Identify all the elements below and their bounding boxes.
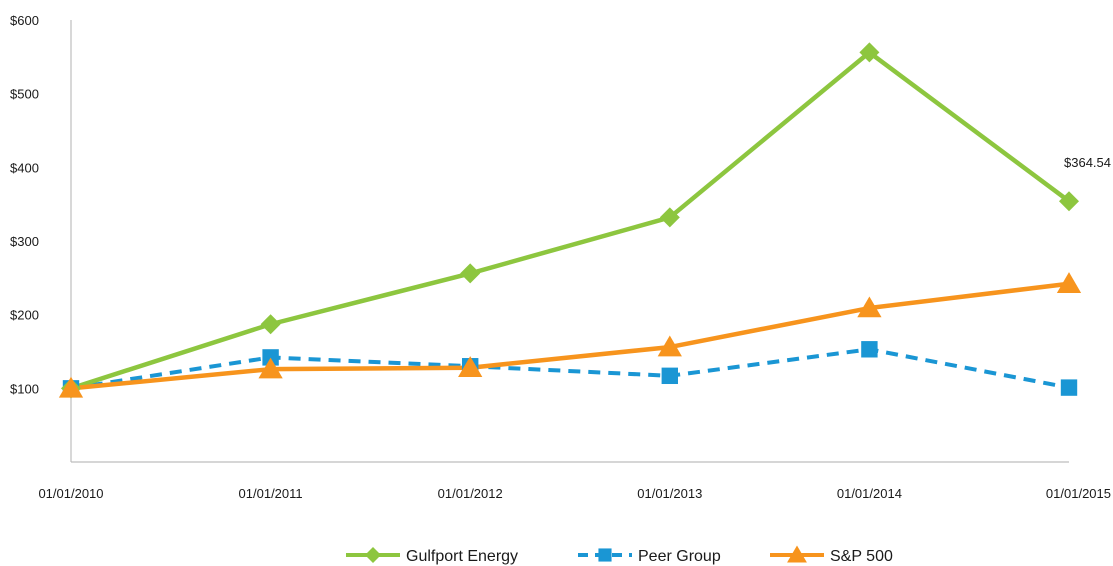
gulfport-energy-point — [659, 207, 680, 228]
legend-label: S&P 500 — [830, 548, 893, 565]
legend: Gulfport Energy Peer Group S&P 500 — [346, 545, 893, 565]
peer-group-point — [861, 341, 878, 358]
x-tick-label: 01/01/2014 — [837, 486, 902, 501]
sandp-500-point — [258, 357, 283, 379]
legend-marker — [598, 548, 612, 562]
y-tick-label: $200 — [10, 308, 39, 323]
legend-label: Peer Group — [638, 548, 721, 565]
legend-item-gulfport-energy: Gulfport Energy — [346, 547, 518, 565]
legend-marker — [365, 547, 381, 563]
x-tick-label: 01/01/2012 — [438, 486, 503, 501]
legend-label: Gulfport Energy — [406, 548, 518, 565]
sandp-500-point — [657, 335, 682, 357]
gulfport-energy-point — [260, 314, 281, 335]
y-tick-label: $100 — [10, 381, 39, 396]
sandp-500-line — [70, 281, 1070, 391]
series-markers — [58, 42, 1082, 399]
x-tick-label: 01/01/2011 — [239, 486, 303, 501]
x-tick-label: 01/01/2010 — [38, 486, 103, 501]
x-tick-label: 01/01/2013 — [637, 486, 702, 501]
legend-item-sandp-500: S&P 500 — [770, 545, 893, 565]
legend-item-peer-group: Peer Group — [578, 548, 721, 565]
sandp-500-point — [58, 376, 84, 398]
data-label: $364.54 — [1064, 155, 1111, 170]
peer-group-line — [70, 347, 1070, 391]
sandp-500-point — [458, 356, 483, 377]
legend-marker — [787, 545, 807, 563]
annotations: $364.54 — [1064, 155, 1111, 170]
gulfport-energy-point — [859, 42, 880, 63]
gulfport-energy-point — [460, 263, 481, 284]
series-lines — [70, 50, 1071, 391]
gulfport-energy-line — [70, 50, 1071, 391]
peer-group-point — [661, 367, 678, 385]
peer-group-point — [1060, 379, 1078, 396]
y-tick-label: $300 — [10, 234, 39, 249]
sandp-500-point — [857, 296, 882, 318]
peer-group-point — [262, 349, 279, 366]
y-tick-label: $600 — [10, 13, 39, 28]
y-axis-tick-labels: $100 $200 $300 $400 $500 $600 — [10, 13, 39, 396]
y-tick-label: $500 — [10, 87, 39, 102]
gulfport-energy-point — [1059, 191, 1079, 212]
sandp-500-point — [1056, 272, 1082, 293]
x-tick-label: 01/01/2015 — [1046, 486, 1111, 501]
y-tick-label: $400 — [10, 160, 39, 175]
x-axis-tick-labels: 01/01/2010 01/01/2011 01/01/2012 01/01/2013… — [38, 486, 1111, 501]
